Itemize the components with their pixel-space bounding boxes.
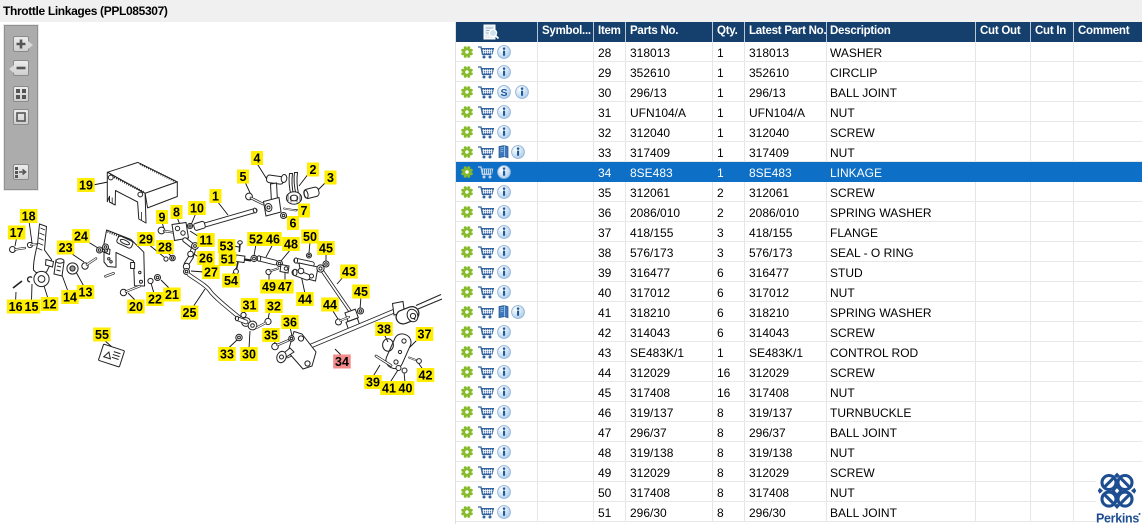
svg-text:20: 20 [129, 300, 143, 314]
svg-text:Perkins: Perkins [1096, 512, 1139, 526]
svg-text:8: 8 [173, 206, 180, 220]
svg-text:19: 19 [79, 179, 93, 193]
svg-text:22: 22 [148, 293, 162, 307]
svg-text:1: 1 [212, 190, 219, 204]
svg-text:7: 7 [301, 204, 308, 218]
svg-text:21: 21 [165, 288, 179, 302]
svg-text:33: 33 [220, 348, 234, 362]
svg-text:37: 37 [418, 328, 432, 342]
svg-text:12: 12 [43, 298, 57, 312]
svg-text:48: 48 [284, 238, 298, 252]
svg-text:16: 16 [9, 300, 23, 314]
svg-text:43: 43 [342, 265, 356, 279]
svg-text:26: 26 [199, 252, 213, 266]
svg-text:24: 24 [74, 230, 88, 244]
svg-text:31: 31 [243, 299, 257, 313]
svg-text:14: 14 [63, 291, 77, 305]
svg-text:38: 38 [377, 323, 391, 337]
svg-text:45: 45 [354, 285, 368, 299]
svg-text:2: 2 [310, 163, 317, 177]
svg-text:50: 50 [303, 230, 317, 244]
svg-text:45: 45 [319, 242, 333, 256]
svg-text:13: 13 [79, 286, 93, 300]
svg-text:52: 52 [249, 233, 263, 247]
svg-text:32: 32 [267, 300, 281, 314]
svg-text:54: 54 [224, 274, 238, 288]
svg-text:41: 41 [382, 382, 396, 396]
svg-text:18: 18 [22, 210, 36, 224]
svg-text:27: 27 [204, 266, 218, 280]
svg-text:49: 49 [262, 280, 276, 294]
svg-text:44: 44 [298, 293, 312, 307]
svg-text:25: 25 [183, 306, 197, 320]
svg-text:39: 39 [366, 376, 380, 390]
svg-text:15: 15 [25, 300, 39, 314]
svg-text:29: 29 [139, 233, 153, 247]
svg-text:4: 4 [254, 152, 261, 166]
svg-text:11: 11 [199, 234, 212, 248]
svg-text:23: 23 [59, 241, 73, 255]
svg-text:9: 9 [159, 211, 166, 225]
svg-text:10: 10 [190, 202, 204, 216]
svg-text:3: 3 [327, 171, 334, 185]
svg-text:47: 47 [278, 280, 292, 294]
svg-text:55: 55 [95, 328, 109, 342]
svg-text:51: 51 [221, 253, 235, 267]
svg-text:34: 34 [335, 355, 349, 369]
svg-text:40: 40 [399, 382, 413, 396]
svg-text:36: 36 [283, 316, 297, 330]
svg-text:42: 42 [419, 369, 433, 383]
svg-text:5: 5 [240, 170, 247, 184]
svg-text:30: 30 [242, 348, 256, 362]
svg-text:46: 46 [266, 233, 280, 247]
svg-text:28: 28 [158, 241, 172, 255]
svg-text:35: 35 [264, 329, 278, 343]
svg-text:53: 53 [220, 240, 234, 254]
svg-text:17: 17 [10, 226, 24, 240]
svg-text:6: 6 [290, 217, 297, 231]
svg-text:44: 44 [323, 298, 337, 312]
